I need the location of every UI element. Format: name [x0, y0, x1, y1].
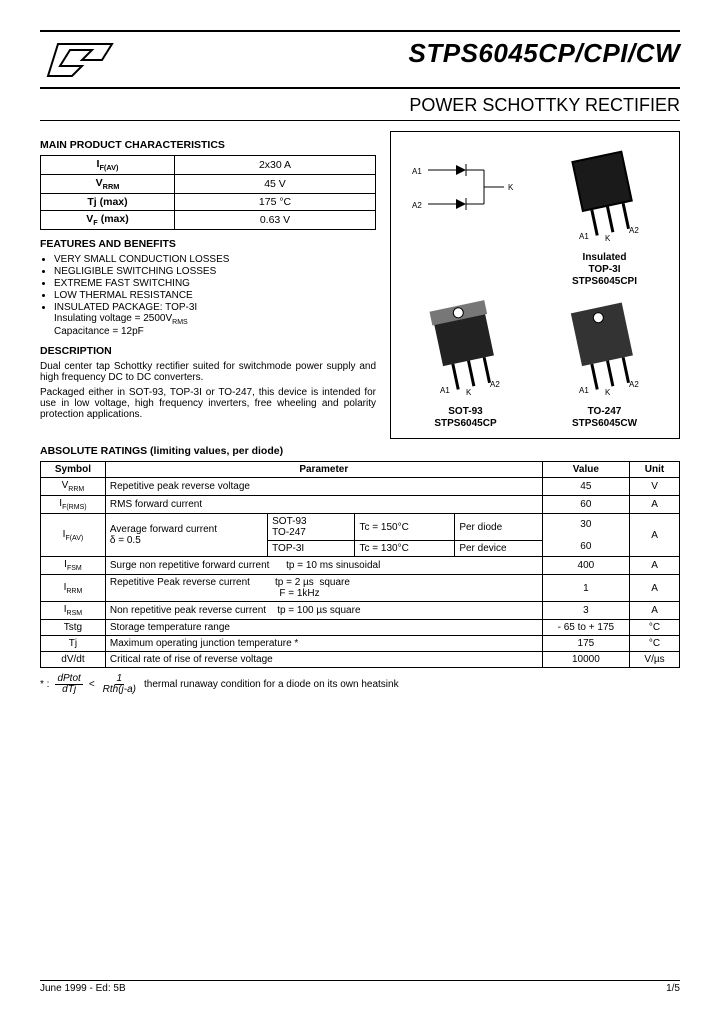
section-features: FEATURES AND BENEFITS: [40, 238, 376, 250]
doc-subtitle: POWER SCHOTTKY RECTIFIER: [409, 95, 680, 115]
pkg-cp-part: STPS6045CP: [434, 418, 496, 429]
footnote-text: thermal runaway condition for a diode on…: [144, 679, 399, 690]
description-para: Packaged either in SOT-93, TOP-3I or TO-…: [40, 387, 376, 420]
header: STPS6045CP/CPI/CW: [40, 38, 680, 89]
pkg-cpi-part: STPS6045CPI: [572, 276, 637, 287]
package-top3i-icon: A1 K A2: [538, 140, 671, 250]
pkg-cpi-name: Insulated: [583, 252, 627, 263]
svg-text:A2: A2: [629, 226, 639, 235]
footer-page: 1/5: [666, 983, 680, 994]
svg-text:K: K: [466, 388, 472, 397]
description-para: Dual center tap Schottky rectifier suite…: [40, 361, 376, 383]
section-description: DESCRIPTION: [40, 345, 376, 357]
feature-item: NEGLIGIBLE SWITCHING LOSSES: [54, 266, 376, 277]
svg-text:A2: A2: [490, 380, 500, 389]
pkg-cp-type: SOT-93: [448, 406, 482, 417]
package-sot93-icon: A1 K A2: [399, 294, 532, 404]
col-value: Value: [542, 462, 629, 478]
pkg-cw-type: TO-247: [588, 406, 622, 417]
section-main-char: MAIN PRODUCT CHARACTERISTICS: [40, 139, 376, 151]
package-to247-icon: A1 K A2: [538, 294, 671, 404]
footer-date: June 1999 - Ed: 5B: [40, 983, 126, 994]
datasheet-page: STPS6045CP/CPI/CW POWER SCHOTTKY RECTIFI…: [0, 0, 720, 1012]
svg-text:K: K: [605, 388, 611, 397]
feature-item: VERY SMALL CONDUCTION LOSSES: [54, 254, 376, 265]
absolute-ratings-table: Symbol Parameter Value Unit VRRMRepetiti…: [40, 461, 680, 668]
svg-text:A1: A1: [579, 232, 589, 241]
pinout-schematic: A1 A2 K: [399, 140, 532, 250]
st-logo: [40, 38, 120, 85]
svg-text:A2: A2: [629, 380, 639, 389]
page-footer: June 1999 - Ed: 5B 1/5: [40, 980, 680, 994]
svg-text:A1: A1: [412, 167, 422, 176]
col-unit: Unit: [630, 462, 680, 478]
section-abs-ratings: ABSOLUTE RATINGS (limiting values, per d…: [40, 445, 680, 457]
col-parameter: Parameter: [105, 462, 542, 478]
characteristics-table: IF(AV)2x30 AVRRM45 VTj (max)175 °CVF (ma…: [40, 155, 376, 230]
svg-text:K: K: [508, 183, 514, 192]
feature-item: EXTREME FAST SWITCHING: [54, 278, 376, 289]
features-list: VERY SMALL CONDUCTION LOSSESNEGLIGIBLE S…: [54, 254, 376, 337]
package-diagram-box: A1 A2 K: [390, 131, 680, 439]
col-symbol: Symbol: [41, 462, 106, 478]
svg-text:A2: A2: [412, 201, 422, 210]
pkg-cpi-type: TOP-3I: [588, 264, 620, 275]
svg-text:A1: A1: [440, 386, 450, 395]
svg-text:A1: A1: [579, 386, 589, 395]
part-number: STPS6045CP/CPI/CW: [409, 38, 680, 69]
pkg-cw-part: STPS6045CW: [572, 418, 637, 429]
svg-text:K: K: [605, 234, 611, 243]
description-text: Dual center tap Schottky rectifier suite…: [40, 361, 376, 420]
footnote: * : dPtotdTj < 1Rth(j-a) thermal runaway…: [40, 674, 680, 695]
feature-item: INSULATED PACKAGE: TOP-3IInsulating volt…: [54, 302, 376, 337]
feature-item: LOW THERMAL RESISTANCE: [54, 290, 376, 301]
